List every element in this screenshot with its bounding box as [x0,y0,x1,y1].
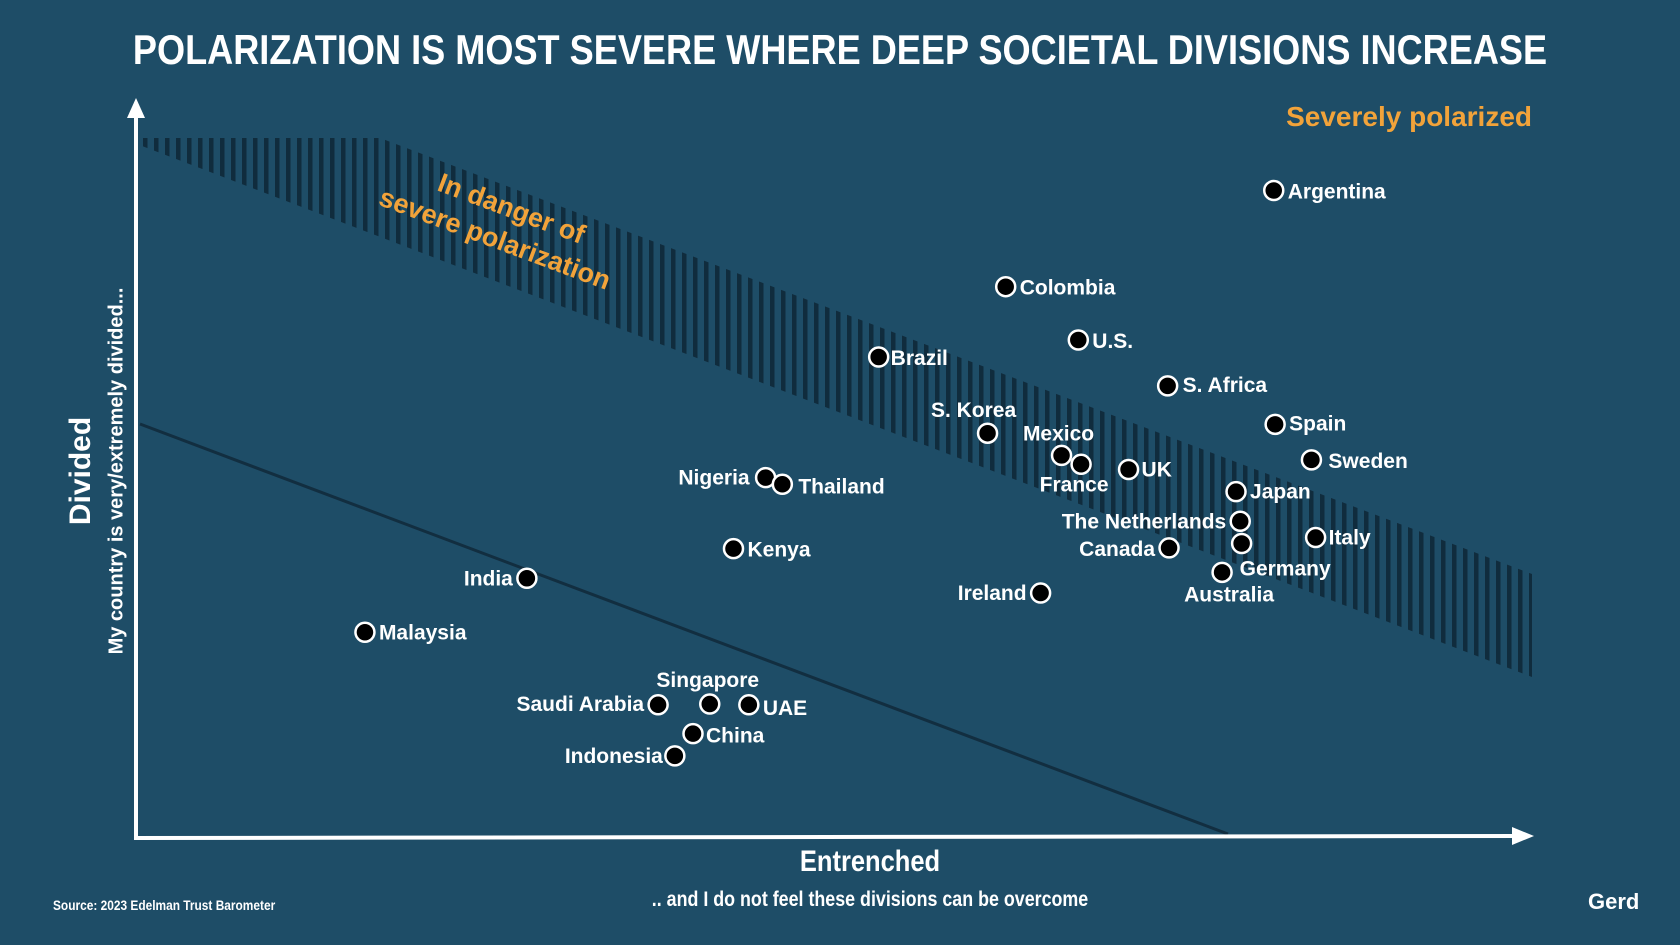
data-point-thailand: Thailand [771,473,885,498]
y-axis-arrow-icon [127,98,145,118]
data-point-canada: Canada [1079,537,1180,561]
point-marker [994,275,1017,298]
data-point-france: France [1040,453,1109,496]
point-marker [516,567,538,590]
point-marker [664,745,686,767]
danger-band [142,138,1532,677]
y-axis-title: Divided [64,416,97,526]
point-label: France [1040,473,1109,496]
data-point-japan: Japan [1225,480,1311,504]
point-label: UK [1142,458,1172,481]
point-marker [976,422,999,444]
point-label: Brazil [891,347,948,370]
x-axis-title: Entrenched [799,845,941,878]
data-point-kenya: Kenya [722,537,811,562]
point-marker [1304,526,1327,549]
data-point-u-s: U.S. [1067,329,1133,353]
point-label: Canada [1079,538,1155,561]
data-point-ireland: Ireland [958,582,1052,605]
point-label: S. Africa [1183,374,1268,397]
point-marker [1300,449,1323,471]
brand-logo: Gerd [1588,889,1640,914]
point-label: Australia [1184,583,1274,606]
point-label: Argentina [1288,181,1386,204]
point-marker [1117,458,1140,481]
point-label: Spain [1289,412,1346,435]
point-label: Saudi Arabia [517,693,645,716]
point-marker [1070,453,1092,476]
x-axis-subtitle: .. and I do not feel these divisions can… [651,888,1089,911]
point-marker [682,722,704,745]
data-point-singapore: Singapore [656,669,759,715]
point-label: Nigeria [678,467,750,490]
point-marker [867,346,890,368]
data-point-nigeria: Nigeria [678,467,777,490]
point-label: Italy [1329,527,1371,550]
point-label: Germany [1240,557,1331,580]
point-label: U.S. [1092,330,1133,353]
point-marker [1262,179,1285,202]
data-point-mexico: Mexico [1023,422,1094,467]
data-point-brazil: Brazil [867,346,948,370]
data-point-the-netherlands: The Netherlands [1062,510,1251,533]
point-label: Ireland [958,582,1027,605]
point-marker [1211,561,1233,584]
point-marker [1264,413,1286,436]
point-label: Mexico [1023,422,1094,445]
point-marker [771,473,794,496]
point-marker [647,694,669,716]
point-label: Japan [1250,481,1311,504]
chart-title: POLARIZATION IS MOST SEVERE WHERE DEEP S… [132,26,1548,73]
x-axis-arrow-icon [1512,827,1534,845]
point-label: Singapore [656,669,759,692]
point-marker [738,694,760,716]
data-point-germany: Germany [1230,532,1331,580]
data-point-australia: Australia [1184,561,1274,606]
point-marker [1156,375,1179,397]
point-label: Kenya [747,539,810,562]
data-point-spain: Spain [1264,412,1346,436]
data-point-italy: Italy [1304,526,1371,550]
data-point-argentina: Argentina [1262,179,1386,204]
point-marker [699,693,721,715]
point-label: China [706,725,765,748]
point-marker [1029,582,1052,604]
lower-divider-line [139,422,1229,836]
data-point-s-africa: S. Africa [1156,374,1268,397]
data-point-uae: UAE [738,694,807,720]
data-point-s-korea: S. Korea [931,399,1017,444]
zone-label-severely-polarized: Severely polarized [1286,101,1532,132]
point-label: Thailand [798,475,884,498]
point-label: Indonesia [565,745,663,768]
point-marker [722,537,745,560]
source-note: Source: 2023 Edelman Trust Barometer [53,897,276,913]
point-label: The Netherlands [1062,510,1227,533]
data-point-india: India [464,567,538,590]
y-axis-subtitle: My country is very/extremely divided... [105,287,128,655]
x-axis [133,834,1519,840]
point-label: India [464,567,513,590]
point-marker [354,621,376,644]
data-point-indonesia: Indonesia [565,745,686,768]
point-marker [1229,510,1251,533]
data-point-saudi-arabia: Saudi Arabia [517,693,669,716]
point-marker [1158,537,1180,559]
point-label: Sweden [1328,450,1407,473]
point-marker [1230,532,1253,555]
points-layer: Argentina Colombia U.S. Brazil S. Africa Spai… [354,179,1408,768]
data-point-china: China [682,722,765,748]
data-point-sweden: Sweden [1300,449,1408,473]
data-point-colombia: Colombia [994,275,1116,300]
data-point-malaysia: Malaysia [354,621,467,644]
point-label: Colombia [1020,277,1116,300]
point-label: S. Korea [931,399,1017,422]
point-marker [1050,444,1073,467]
point-label: Malaysia [379,621,467,644]
point-marker [1067,329,1090,351]
data-point-uk: UK [1117,458,1172,481]
point-marker [1225,480,1247,503]
point-label: UAE [763,697,807,720]
